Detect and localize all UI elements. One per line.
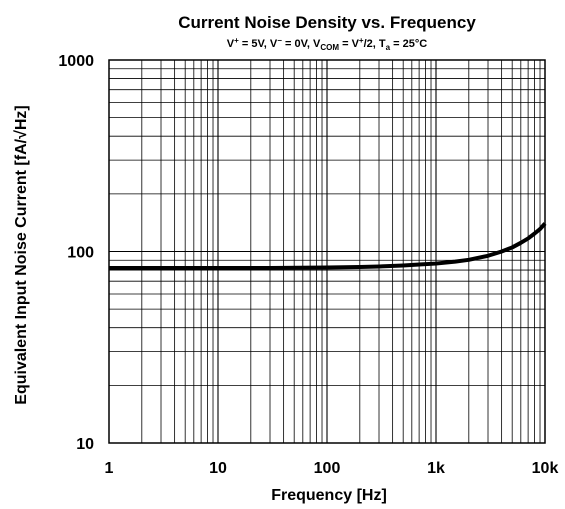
y-tick-label: 100 (67, 245, 94, 262)
x-tick-label: 1 (105, 460, 114, 477)
x-axis-label: Frequency [Hz] (271, 487, 387, 504)
tick-labels: 1 10 100 1k 10k 10 100 1000 (58, 53, 558, 477)
y-tick-label: 1000 (58, 53, 94, 70)
x-tick-label: 1k (427, 460, 445, 477)
y-tick-label: 10 (76, 436, 94, 453)
grid (109, 60, 545, 443)
x-tick-label: 10 (209, 460, 227, 477)
chart-subtitle: V+ = 5V, V− = 0V, VCOM = V+/2, Ta = 25°C (227, 36, 427, 52)
x-tick-label: 10k (532, 460, 559, 477)
series-line-1 (109, 222, 547, 270)
series-group (109, 222, 547, 270)
x-tick-label: 100 (314, 460, 341, 477)
plot-frame (108, 59, 546, 444)
y-axis-label: Equivalent Input Noise Current [fA/√Hz] (13, 105, 30, 404)
chart-title: Current Noise Density vs. Frequency (178, 13, 476, 32)
